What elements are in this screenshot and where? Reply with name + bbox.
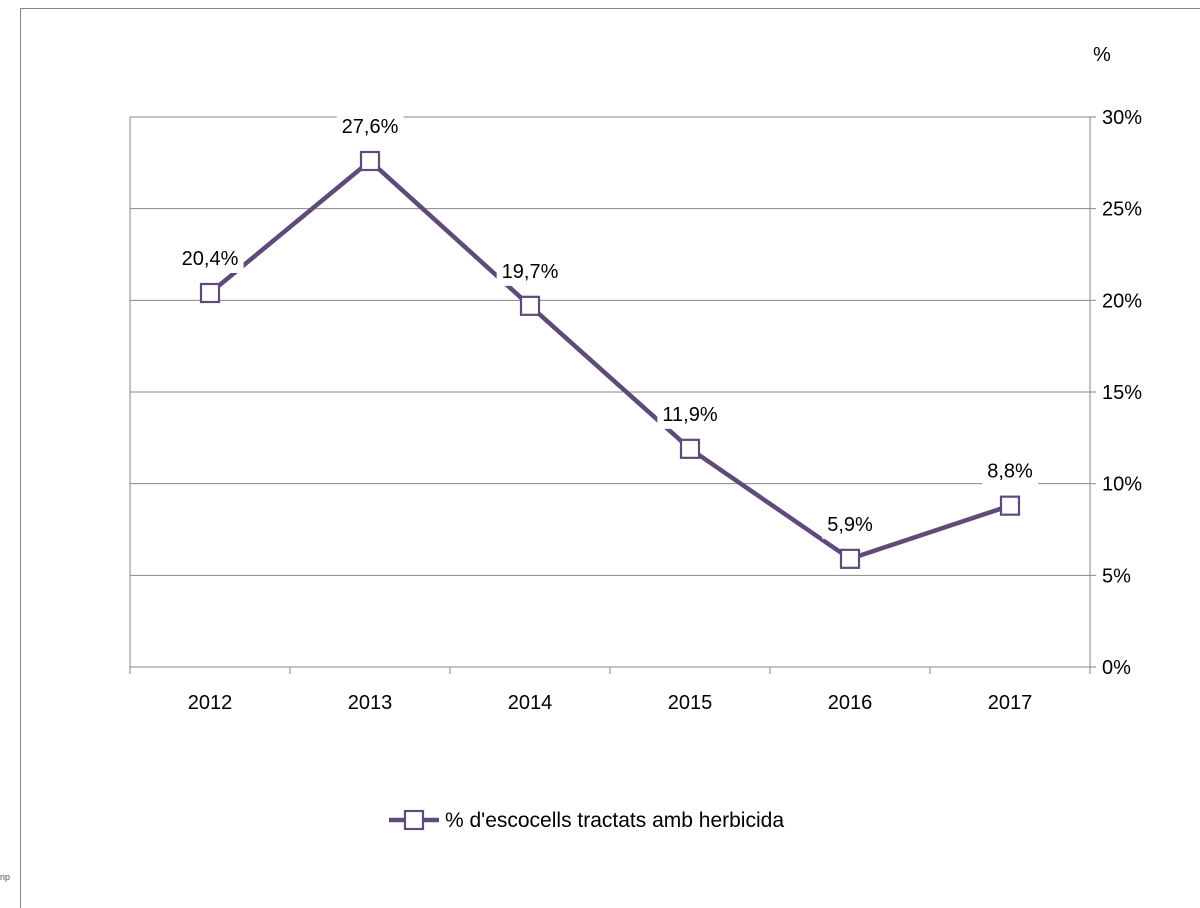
data-label-text: 27,6%: [342, 116, 399, 138]
data-label-text: 19,7%: [502, 261, 559, 283]
series-line: [208, 158, 1011, 562]
data-label-background: [496, 257, 564, 286]
legend-series-label: % d'escocells tractats amb herbicida: [445, 809, 784, 832]
data-point-marker: [839, 548, 861, 569]
y-tick-label: 15%: [1102, 382, 1142, 404]
data-point-marker: [199, 282, 221, 304]
data-label-background: [822, 510, 879, 539]
line-chart: 0% 5% 10% 15% 20% 25% 30% 2012 2013 2014 2015 2016 2…: [129, 44, 1142, 832]
y-tick-label: 0%: [1102, 657, 1131, 679]
data-label: 19,7%: [496, 257, 564, 286]
data-series: [199, 150, 1021, 569]
data-point-marker: [679, 438, 701, 459]
data-label-text: 20,4%: [182, 248, 239, 270]
data-label-background: [657, 400, 723, 429]
data-labels: 20,4% 27,6% 19,7% 11,9% 5,9% 8,8%: [176, 113, 1039, 539]
data-point-marker: [359, 150, 381, 172]
data-label: 11,9%: [657, 400, 723, 429]
data-label-text: 5,9%: [827, 514, 873, 536]
y-axis-unit-label: %: [1093, 44, 1111, 66]
corner-text-fragment: np: [0, 872, 11, 882]
x-tick-label: 2012: [188, 692, 233, 714]
data-label-text: 8,8%: [987, 461, 1033, 483]
data-label-background: [982, 457, 1039, 486]
data-label-background: [336, 113, 404, 141]
y-tick-label: 25%: [1102, 199, 1142, 221]
x-tick-label: 2017: [988, 692, 1033, 714]
data-label: 8,8%: [982, 457, 1039, 486]
axes: 0% 5% 10% 15% 20% 25% 30% 2012 2013 2014 2015 2016 2…: [129, 44, 1142, 714]
data-label-text: 11,9%: [662, 404, 717, 426]
x-tick-label: 2015: [668, 692, 713, 714]
data-point-marker: [999, 495, 1021, 516]
data-label: 27,6%: [336, 113, 404, 141]
x-tick-label: 2013: [348, 692, 393, 714]
y-tick-label: 10%: [1102, 474, 1142, 496]
chart-frame: 0% 5% 10% 15% 20% 25% 30% 2012 2013 2014 2015 2016 2…: [20, 8, 1200, 908]
legend: % d'escocells tractats amb herbicida: [389, 809, 784, 832]
data-label-background: [176, 245, 244, 273]
gridlines: [130, 116, 1090, 576]
y-tick-label: 20%: [1102, 290, 1142, 312]
legend-marker-swatch: [403, 809, 425, 831]
data-point-marker: [519, 295, 541, 316]
data-label: 20,4%: [176, 245, 244, 273]
data-label: 5,9%: [822, 510, 879, 539]
x-tick-label: 2014: [508, 692, 553, 714]
x-tick-label: 2016: [828, 692, 873, 714]
y-tick-label: 30%: [1102, 107, 1142, 129]
y-tick-label: 5%: [1102, 565, 1131, 587]
